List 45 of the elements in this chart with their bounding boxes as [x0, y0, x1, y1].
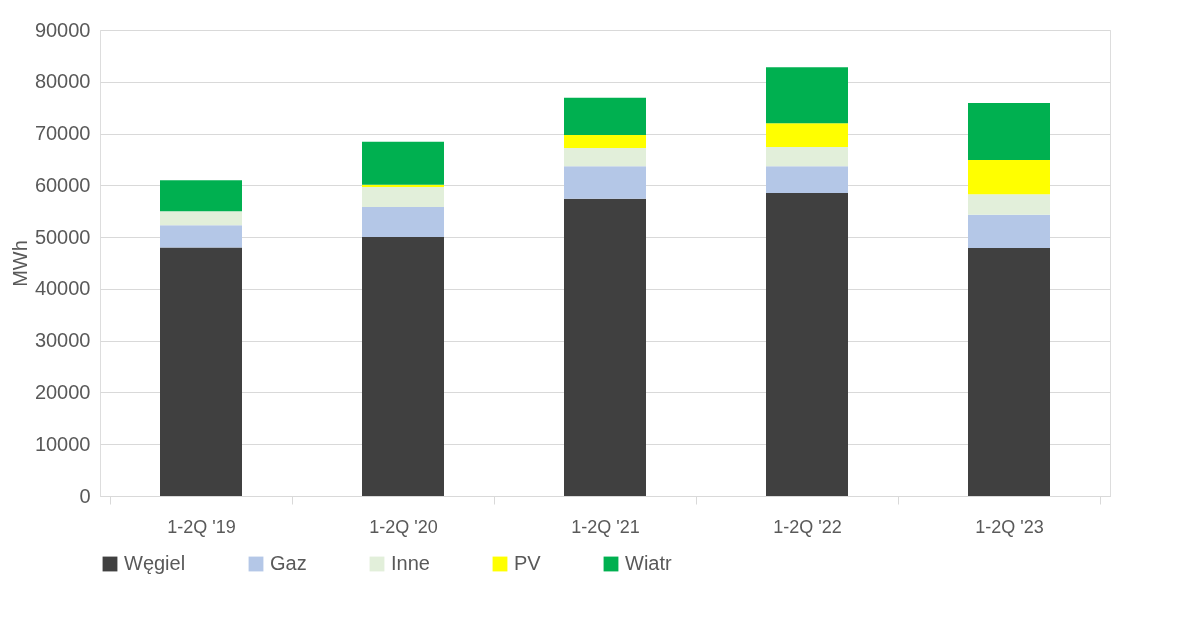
x-tick-label: 1-2Q '20: [369, 516, 438, 537]
y-tick-label: 10000: [34, 432, 91, 455]
bar: [564, 198, 646, 496]
bar: [968, 103, 1050, 160]
legend-label: Wiatr: [625, 552, 672, 574]
bar: [766, 67, 848, 124]
bar: [564, 166, 646, 199]
bar: [362, 207, 444, 238]
y-tick-label: 30000: [34, 329, 91, 352]
y-tick-label: 0: [79, 484, 91, 507]
bar: [160, 247, 242, 496]
y-tick-label: 90000: [34, 18, 91, 41]
bar: [160, 211, 242, 226]
y-tick-label: 80000: [34, 70, 91, 93]
y-tick-label: 20000: [34, 380, 91, 403]
bar: [766, 147, 848, 167]
bar: [766, 166, 848, 194]
bar: [968, 194, 1050, 215]
bar: [160, 225, 242, 248]
x-tick-label: 1-2Q '19: [167, 516, 236, 537]
y-axis-title: MWh: [8, 240, 31, 287]
bar: [968, 247, 1050, 496]
bar: [362, 141, 444, 185]
bar: [160, 180, 242, 212]
bar: [766, 193, 848, 496]
bar: [362, 184, 444, 187]
y-tick-label: 50000: [34, 225, 91, 248]
y-tick-label: 70000: [34, 122, 91, 145]
bar: [564, 148, 646, 167]
legend-label: Gaz: [270, 552, 307, 574]
bar: [564, 97, 646, 136]
bar: [362, 237, 444, 496]
bar: [362, 186, 444, 208]
y-tick-label: 40000: [34, 277, 91, 300]
legend-label: PV: [514, 552, 542, 574]
bar: [968, 214, 1050, 248]
y-tick-label: 60000: [34, 173, 91, 196]
legend-label: Węgiel: [124, 552, 186, 574]
x-tick-label: 1-2Q '21: [571, 516, 640, 537]
legend-label: Inne: [391, 552, 430, 574]
x-tick-label: 1-2Q '23: [975, 516, 1044, 537]
bar: [766, 123, 848, 148]
bar: [968, 159, 1050, 195]
bar: [564, 135, 646, 149]
x-tick-label: 1-2Q '22: [773, 516, 842, 537]
